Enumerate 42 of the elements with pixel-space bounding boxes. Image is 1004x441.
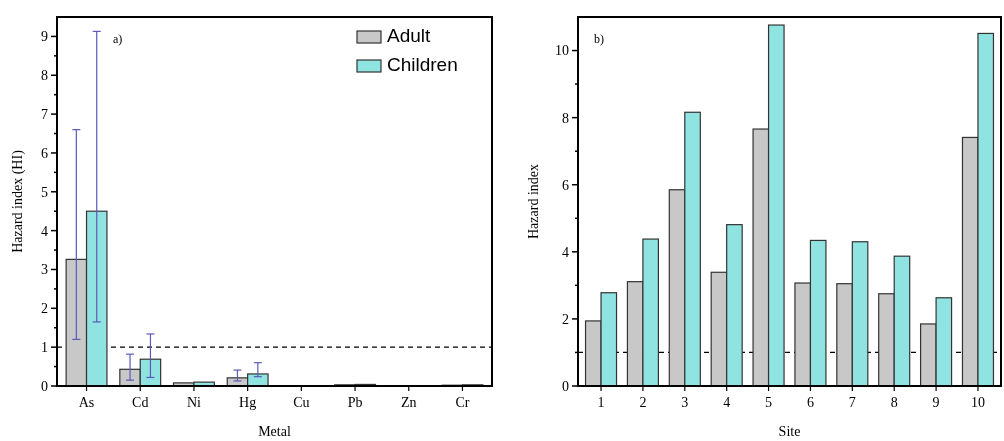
x-tick-label: Pb bbox=[347, 395, 363, 410]
x-tick-label: 5 bbox=[765, 395, 773, 410]
y-tick-label: 4 bbox=[562, 244, 569, 260]
y-tick-label: 10 bbox=[555, 43, 569, 59]
x-tick-label: 1 bbox=[597, 395, 605, 410]
y-tick-label: 1 bbox=[41, 340, 48, 356]
x-tick-label: 4 bbox=[723, 395, 731, 410]
y-tick-label: 9 bbox=[41, 29, 48, 45]
y-tick-label: 2 bbox=[562, 311, 569, 327]
y-tick-label: 6 bbox=[562, 177, 569, 193]
y-tick-label: 5 bbox=[41, 184, 48, 200]
x-tick-label: 9 bbox=[932, 395, 940, 410]
x-tick-label: Cr bbox=[455, 395, 470, 410]
x-tick-label: 8 bbox=[890, 395, 898, 410]
y-tick-label: 7 bbox=[41, 107, 48, 123]
y-tick-label: 2 bbox=[41, 301, 48, 317]
y-tick-label: 8 bbox=[562, 110, 569, 126]
x-axis-title: Metal bbox=[258, 424, 291, 439]
x-tick-label: Cu bbox=[293, 395, 310, 410]
x-tick-label: As bbox=[78, 395, 95, 410]
x-tick-label: Cd bbox=[132, 395, 149, 410]
y-axis-title: Hazard index (HI) bbox=[10, 149, 26, 253]
x-tick-label: 6 bbox=[806, 395, 814, 410]
x-tick-label: Ni bbox=[186, 395, 202, 410]
y-axis-title: Hazard index bbox=[526, 163, 541, 240]
y-tick-label: 3 bbox=[41, 262, 48, 278]
x-tick-label: Zn bbox=[400, 395, 417, 410]
annotation: b) bbox=[594, 32, 604, 46]
y-tick-label: 6 bbox=[41, 145, 48, 161]
legend-label: Adult bbox=[387, 25, 432, 46]
y-tick-label: 8 bbox=[41, 68, 48, 84]
x-tick-label: 3 bbox=[681, 395, 689, 410]
y-tick-label: 0 bbox=[41, 378, 48, 394]
legend-label: Children bbox=[387, 54, 458, 75]
x-tick-label: 2 bbox=[639, 395, 647, 410]
y-tick-label: 0 bbox=[562, 378, 569, 394]
annotation: a) bbox=[113, 32, 123, 46]
x-tick-label: 7 bbox=[848, 395, 856, 410]
x-axis-title: Site bbox=[778, 424, 801, 439]
y-tick-label: 4 bbox=[41, 223, 48, 239]
x-tick-label: Hg bbox=[239, 395, 257, 410]
x-tick-label: 10 bbox=[970, 395, 985, 410]
